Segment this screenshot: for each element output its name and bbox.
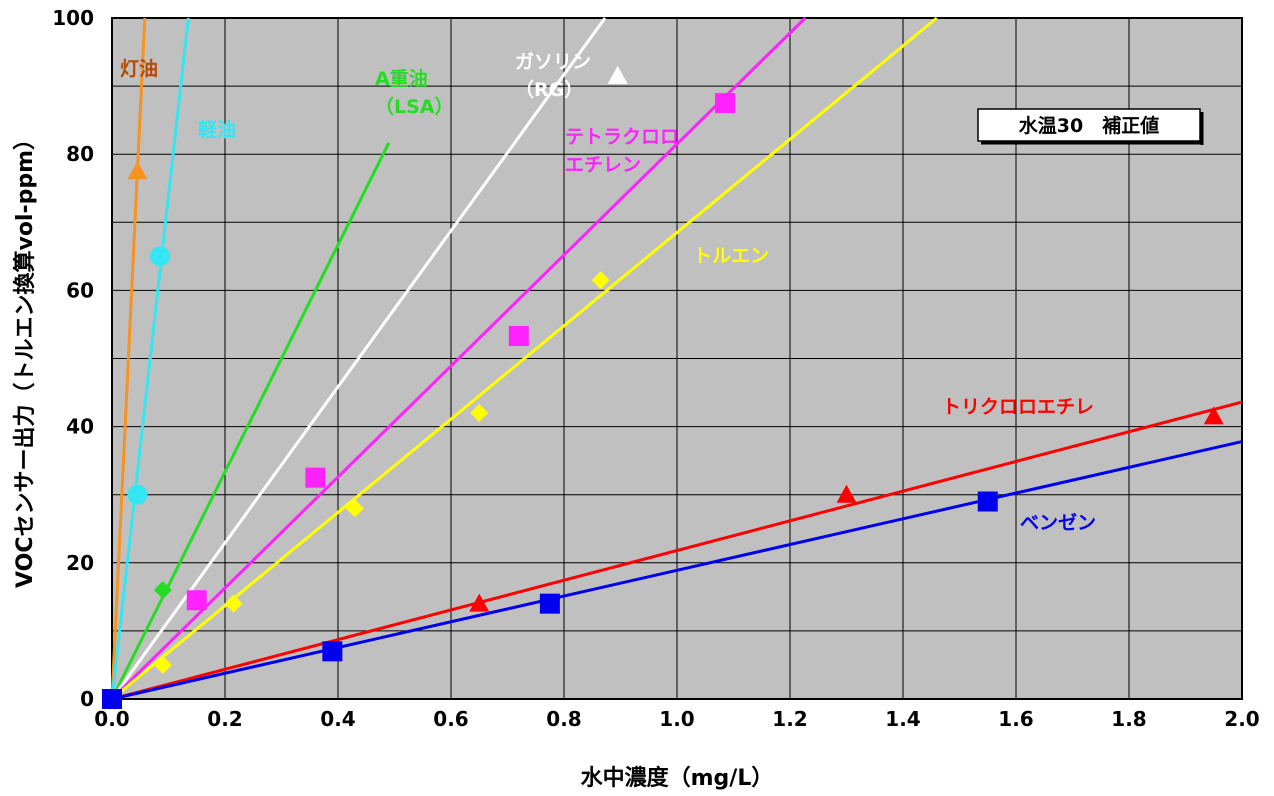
data-point-marker: [539, 593, 560, 614]
data-point-marker: [127, 161, 148, 180]
data-point-marker: [977, 491, 998, 512]
annotation-box-text: 水温30 補正値: [1019, 114, 1159, 137]
annotation-box: 水温30 補正値: [977, 108, 1204, 145]
x-tick-label: 1.8: [1111, 707, 1146, 731]
x-tick-label: 0.8: [546, 707, 581, 731]
data-point-marker: [508, 326, 529, 347]
x-tick-label: 0.6: [433, 707, 468, 731]
x-axis-title: 水中濃度（mg/L）: [581, 765, 774, 791]
x-tick-label: 1.4: [885, 707, 920, 731]
series-line: [111, 16, 938, 701]
series-line: [110, 17, 147, 700]
series-line: [110, 17, 190, 700]
series-line: [110, 16, 807, 701]
series-lines: [110, 16, 1243, 701]
y-axis-title: VOCセンサー出力（トルエン換算vol-ppm）: [12, 128, 38, 588]
y-tick-label: 100: [52, 6, 94, 30]
data-point-marker: [150, 246, 171, 267]
data-point-marker: [186, 590, 207, 611]
series-label: A重油: [375, 68, 428, 90]
x-tick-label: 1.6: [998, 707, 1033, 731]
x-tick-label: 0.2: [207, 707, 242, 731]
series-label: テトラクロロ: [565, 126, 679, 148]
series-line: [111, 440, 1243, 701]
data-point-marker: [607, 65, 628, 84]
y-tick-label: 20: [66, 551, 94, 575]
series-label: 軽油: [198, 119, 236, 141]
data-point-marker: [345, 499, 364, 518]
series-label: （RG）: [515, 78, 583, 101]
y-tick-label: 0: [80, 687, 94, 711]
x-tick-label: 0.0: [94, 707, 129, 731]
series-label: 灯油: [120, 58, 158, 80]
series-line: [110, 17, 607, 700]
y-tick-labels: 0 20 40 60 80 100: [52, 6, 94, 711]
x-tick-labels: 0.0 0.2 0.4 0.6 0.8 1.0 1.2 1.4 1.6 1.8 2.0: [94, 707, 1259, 731]
data-point-marker: [153, 655, 172, 674]
data-point-marker: [1203, 406, 1224, 425]
series-line: [110, 142, 391, 700]
series-label: エチレン: [565, 154, 641, 176]
series-label: ベンゼン: [1020, 511, 1096, 534]
series-label: （LSA）: [375, 95, 454, 118]
data-point-marker: [469, 593, 490, 612]
data-point-marker: [224, 594, 243, 613]
series-line: [111, 400, 1243, 701]
y-tick-label: 60: [66, 278, 94, 302]
y-tick-label: 80: [66, 142, 94, 166]
x-tick-label: 2.0: [1224, 707, 1259, 731]
data-point-marker: [153, 581, 172, 600]
series-label: トリクロロエチレ: [942, 396, 1094, 418]
y-tick-label: 40: [66, 415, 94, 439]
data-point-marker: [127, 484, 148, 505]
data-point-marker: [470, 403, 489, 422]
series-markers: [102, 65, 1224, 709]
series-label: トルエン: [693, 245, 769, 267]
x-tick-label: 1.0: [659, 707, 694, 731]
series-label: ガソリン: [515, 51, 591, 73]
data-point-marker: [305, 467, 326, 488]
data-point-marker: [836, 484, 857, 503]
x-tick-label: 0.4: [320, 707, 355, 731]
x-tick-label: 1.2: [772, 707, 807, 731]
data-point-marker: [591, 271, 610, 290]
data-point-marker: [715, 93, 736, 114]
data-point-marker: [102, 689, 122, 709]
data-point-marker: [322, 641, 343, 662]
